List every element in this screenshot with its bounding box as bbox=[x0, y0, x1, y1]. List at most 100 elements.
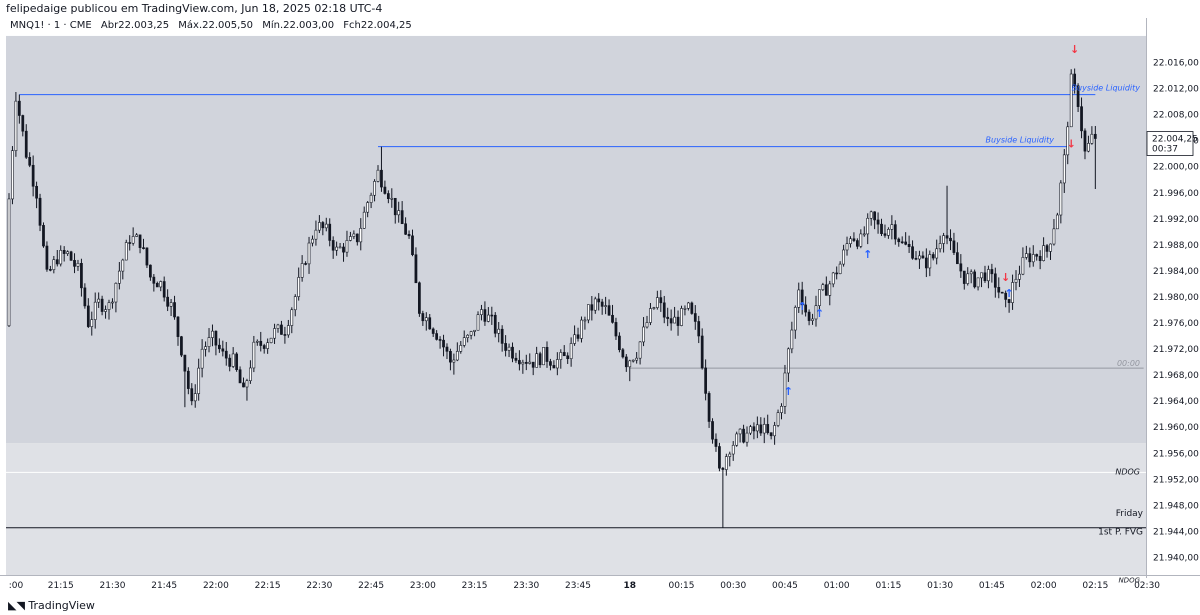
candle-body bbox=[856, 241, 858, 247]
candle-body bbox=[591, 305, 593, 311]
time-tick-label: 23:30 bbox=[513, 581, 539, 591]
candle-body bbox=[839, 264, 841, 274]
candle-body bbox=[405, 224, 407, 235]
candle-body bbox=[280, 325, 282, 334]
candle-body bbox=[91, 320, 93, 327]
time-tick-label: 21:45 bbox=[151, 581, 177, 591]
price-tick-label: 21.968,00 bbox=[1153, 371, 1199, 381]
candle-body bbox=[425, 318, 427, 321]
candle-body bbox=[311, 239, 313, 243]
candle-body bbox=[211, 331, 213, 337]
buyside-liquidity-label-2: Buyside Liquidity bbox=[986, 136, 1055, 145]
up-arrow-icon: ↑ bbox=[1005, 287, 1014, 300]
annotation-lines bbox=[6, 95, 1146, 577]
candle-body bbox=[529, 362, 531, 363]
up-arrow-icon: ↑ bbox=[815, 307, 824, 320]
up-arrow-icon: ↑ bbox=[784, 385, 793, 398]
candle-body bbox=[263, 346, 265, 349]
candle-body bbox=[267, 343, 269, 349]
candle-body bbox=[432, 329, 434, 334]
legend-open: Abr22.003,25 bbox=[101, 20, 169, 31]
candle-body bbox=[987, 269, 989, 280]
candle-body bbox=[336, 247, 338, 250]
time-tick-label: 02:15 bbox=[1082, 581, 1108, 591]
candle-body bbox=[960, 264, 962, 271]
candle-body bbox=[153, 277, 155, 283]
last-price-label: 22.004,25 bbox=[1152, 135, 1198, 145]
candle-body bbox=[256, 341, 258, 342]
candle-body bbox=[670, 319, 672, 323]
candle-body bbox=[732, 445, 734, 454]
candle-body bbox=[746, 433, 748, 442]
candle-body bbox=[394, 198, 396, 215]
price-tick-label: 21.972,00 bbox=[1153, 345, 1199, 355]
time-tick-label: 02:30 bbox=[1134, 581, 1160, 591]
candle-body bbox=[518, 360, 520, 364]
candle-body bbox=[87, 306, 89, 327]
candle-body bbox=[943, 236, 945, 244]
candle-body bbox=[574, 335, 576, 344]
candle-body bbox=[194, 394, 196, 401]
footer-brand[interactable]: TradingView bbox=[28, 599, 94, 612]
candle-body bbox=[129, 243, 131, 244]
down-arrow-icon: ↓ bbox=[1070, 43, 1079, 56]
time-tick-label: :00 bbox=[9, 581, 24, 591]
candle-body bbox=[1039, 256, 1041, 260]
candle-body bbox=[1067, 127, 1069, 155]
candle-body bbox=[329, 224, 331, 240]
candle-body bbox=[294, 297, 296, 310]
time-tick-label: 22:00 bbox=[203, 581, 229, 591]
price-tick-label: 21.956,00 bbox=[1153, 449, 1199, 459]
candle-body bbox=[1029, 254, 1031, 262]
tradingview-logo-icon[interactable]: ◣◥ bbox=[8, 596, 25, 615]
legend-symbol[interactable]: MNQ1! · 1 · CME bbox=[10, 20, 92, 31]
candle-body bbox=[1060, 183, 1062, 215]
candle-body bbox=[132, 236, 134, 243]
candle-body bbox=[56, 260, 58, 264]
candle-body bbox=[542, 347, 544, 364]
candle-body bbox=[353, 234, 355, 237]
candle-body bbox=[391, 198, 393, 199]
candle-body bbox=[146, 248, 148, 265]
candle-body bbox=[449, 351, 451, 362]
candle-body bbox=[349, 237, 351, 241]
candle-body bbox=[398, 211, 400, 215]
candle-body bbox=[794, 307, 796, 330]
price-axis[interactable]: 22.016,0022.012,0022.008,0022.004,0022.0… bbox=[1146, 18, 1200, 578]
candle-body bbox=[470, 332, 472, 336]
candle-body bbox=[98, 299, 100, 302]
signal-arrows: ↑ ↑ ↑ ↑ ↑ ↓ ↓ ↓ bbox=[784, 43, 1079, 398]
candle-body bbox=[736, 434, 738, 445]
candle-body bbox=[108, 303, 110, 310]
candle-body bbox=[418, 283, 420, 314]
price-tick-label: 21.980,00 bbox=[1153, 293, 1199, 303]
zone-1 bbox=[6, 36, 1146, 443]
candle-body bbox=[173, 303, 175, 317]
candle-body bbox=[642, 327, 644, 342]
publish-header: felipedaige publicou em TradingView.com,… bbox=[0, 0, 1200, 18]
candle-body bbox=[367, 203, 369, 213]
time-axis[interactable]: :00 21:15 21:30 21:45 22:00 22:15 22:30 22:45 23… bbox=[0, 576, 1200, 592]
candle-body bbox=[977, 278, 979, 287]
price-tick-label: 21.964,00 bbox=[1153, 397, 1199, 407]
candle-body bbox=[1005, 293, 1007, 299]
currency-button[interactable]: USD bbox=[1150, 22, 1192, 38]
candle-body bbox=[905, 242, 907, 244]
candle-body bbox=[1046, 246, 1048, 252]
candle-body bbox=[998, 287, 1000, 292]
candle-body bbox=[891, 225, 893, 230]
candle-body bbox=[984, 273, 986, 281]
candle-body bbox=[1025, 254, 1027, 258]
price-tick-label: 21.996,00 bbox=[1153, 189, 1199, 199]
candle-body bbox=[525, 362, 527, 363]
candle-body bbox=[870, 212, 872, 218]
candle-body bbox=[346, 240, 348, 252]
candle-body bbox=[53, 260, 55, 270]
time-tick-label: 23:00 bbox=[410, 581, 436, 591]
candle-body bbox=[929, 255, 931, 268]
candle-body bbox=[632, 360, 634, 361]
candle-body bbox=[1018, 274, 1020, 279]
candle-body bbox=[177, 317, 179, 337]
candle-body bbox=[1070, 74, 1072, 127]
